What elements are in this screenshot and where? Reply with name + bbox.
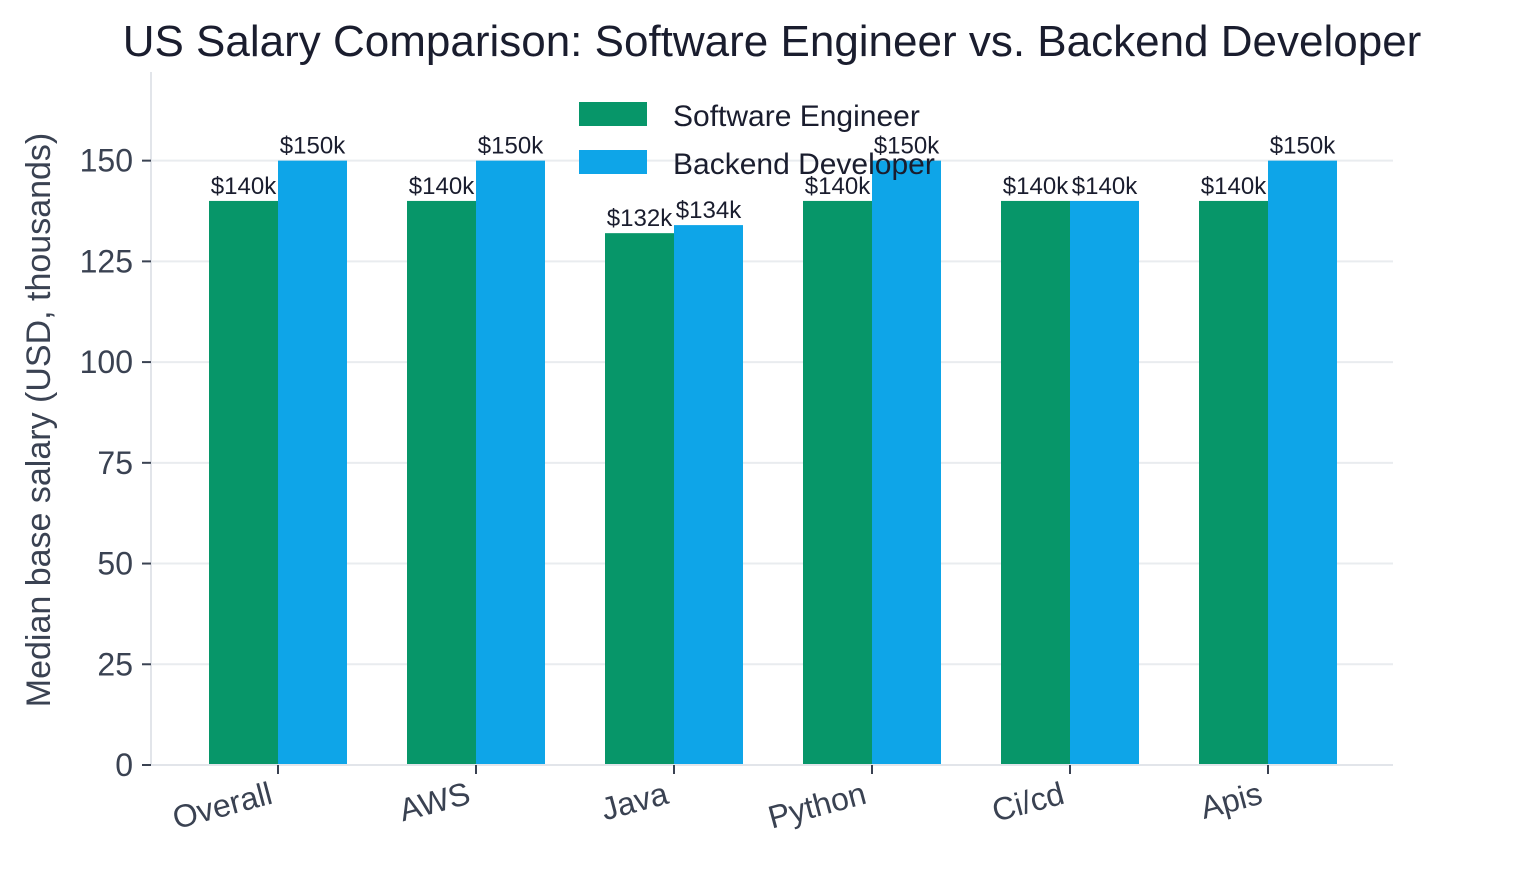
chart-title: US Salary Comparison: Software Engineer … (123, 17, 1422, 66)
bar-value-label: $150k (280, 133, 346, 160)
legend-swatch (579, 150, 647, 174)
x-axis-ticks: Overall AWS Java Python Ci/cd Apis (169, 765, 1269, 836)
x-tick-label: Ci/cd (988, 775, 1068, 829)
bar-value-labels: $140k$150k$140k$150k$132k $134k$140k$150k… (211, 133, 1336, 233)
bar-value-label: $140k (409, 173, 475, 200)
bar-backend-developer (1268, 160, 1337, 766)
bar-value-label: $150k (1270, 133, 1336, 160)
bar-backend-developer (872, 160, 941, 766)
bars (209, 160, 1337, 766)
y-tick-label: 150 (80, 143, 133, 179)
bar-backend-developer (278, 160, 347, 766)
bar-backend-developer (476, 160, 545, 766)
bar-value-label: $140k (1072, 173, 1138, 200)
x-tick-label: AWS (395, 775, 474, 828)
bar-value-label: $150k (874, 133, 940, 160)
legend-label: Backend Developer (673, 148, 935, 181)
y-tick-label: 125 (80, 243, 133, 279)
y-tick-label: 75 (97, 445, 133, 481)
bar-value-label: $132k (607, 205, 673, 232)
bar-value-label: $140k (1003, 173, 1069, 200)
legend-label: Software Engineer (673, 100, 920, 133)
bar-value-label: $140k (211, 173, 277, 200)
bar-value-label: $150k (478, 133, 544, 160)
bar-software-engineer (209, 200, 278, 765)
x-tick-label: Apis (1196, 775, 1265, 826)
legend-swatch (579, 102, 647, 126)
bar-value-label: $140k (805, 173, 871, 200)
bar-software-engineer (1001, 200, 1070, 765)
x-tick-label: Java (597, 775, 672, 827)
bar-software-engineer (605, 233, 674, 766)
x-tick-label: Overall (169, 775, 276, 836)
bar-value-label: $134k (676, 197, 742, 224)
bar-value-label: $140k (1201, 173, 1267, 200)
bar-software-engineer (407, 200, 476, 765)
y-tick-label: 50 (97, 546, 133, 582)
bar-software-engineer (1199, 200, 1268, 765)
y-axis-ticks: 0 25 50 75 100 125 150 (80, 143, 151, 783)
y-tick-label: 0 (115, 747, 133, 783)
legend: Software Engineer Backend Developer (579, 100, 935, 181)
y-tick-label: 25 (97, 646, 133, 682)
bar-backend-developer (674, 225, 743, 766)
y-tick-label: 100 (80, 344, 133, 380)
bar-software-engineer (803, 200, 872, 765)
x-tick-label: Python (764, 775, 870, 836)
grid-lines (151, 159, 1393, 666)
y-axis-label: Median base salary (USD, thousands) (20, 133, 58, 708)
bar-backend-developer (1070, 200, 1139, 765)
